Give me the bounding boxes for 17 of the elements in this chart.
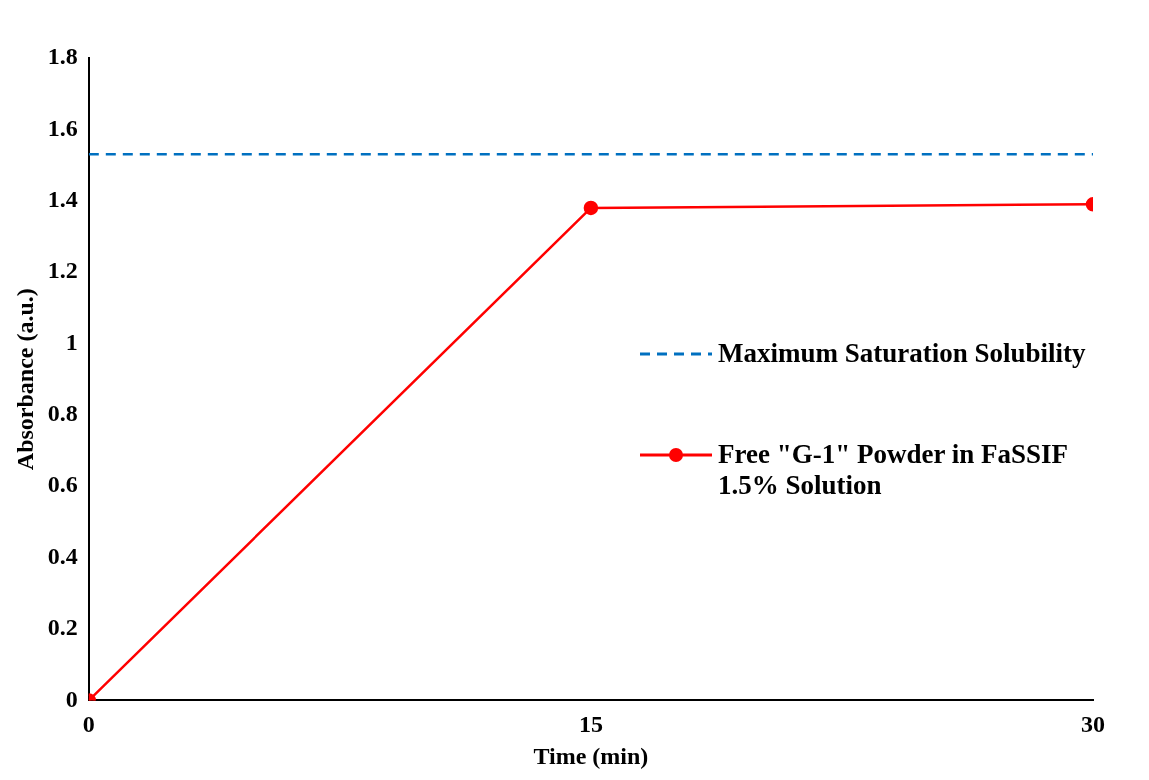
x-tick-label: 15 bbox=[578, 711, 603, 737]
y-tick-label: 1.8 bbox=[47, 43, 78, 70]
y-tick-label: 0.4 bbox=[47, 542, 78, 569]
y-tick-label: 0.2 bbox=[47, 614, 78, 641]
legend-label: Maximum Saturation Solubility bbox=[718, 338, 1086, 369]
y-tick-label: 1.2 bbox=[47, 257, 78, 284]
y-tick-label: 1.4 bbox=[47, 185, 78, 212]
y-axis-title: Absorbance (a.u.) bbox=[11, 288, 38, 471]
y-tick-label: 1 bbox=[65, 328, 78, 355]
legend-label: Free "G-1" Powder in FaSSIF 1.5% Solution bbox=[718, 439, 1068, 501]
y-tick-label: 0 bbox=[65, 685, 78, 712]
y-tick-label: 0.8 bbox=[47, 400, 78, 427]
x-axis-title: Time (min) bbox=[533, 742, 649, 769]
y-tick-label: 1.6 bbox=[47, 114, 78, 141]
x-tick-label: 0 bbox=[82, 711, 95, 737]
y-tick-label: 0.6 bbox=[47, 471, 78, 498]
x-tick-label: 30 bbox=[1081, 711, 1105, 737]
